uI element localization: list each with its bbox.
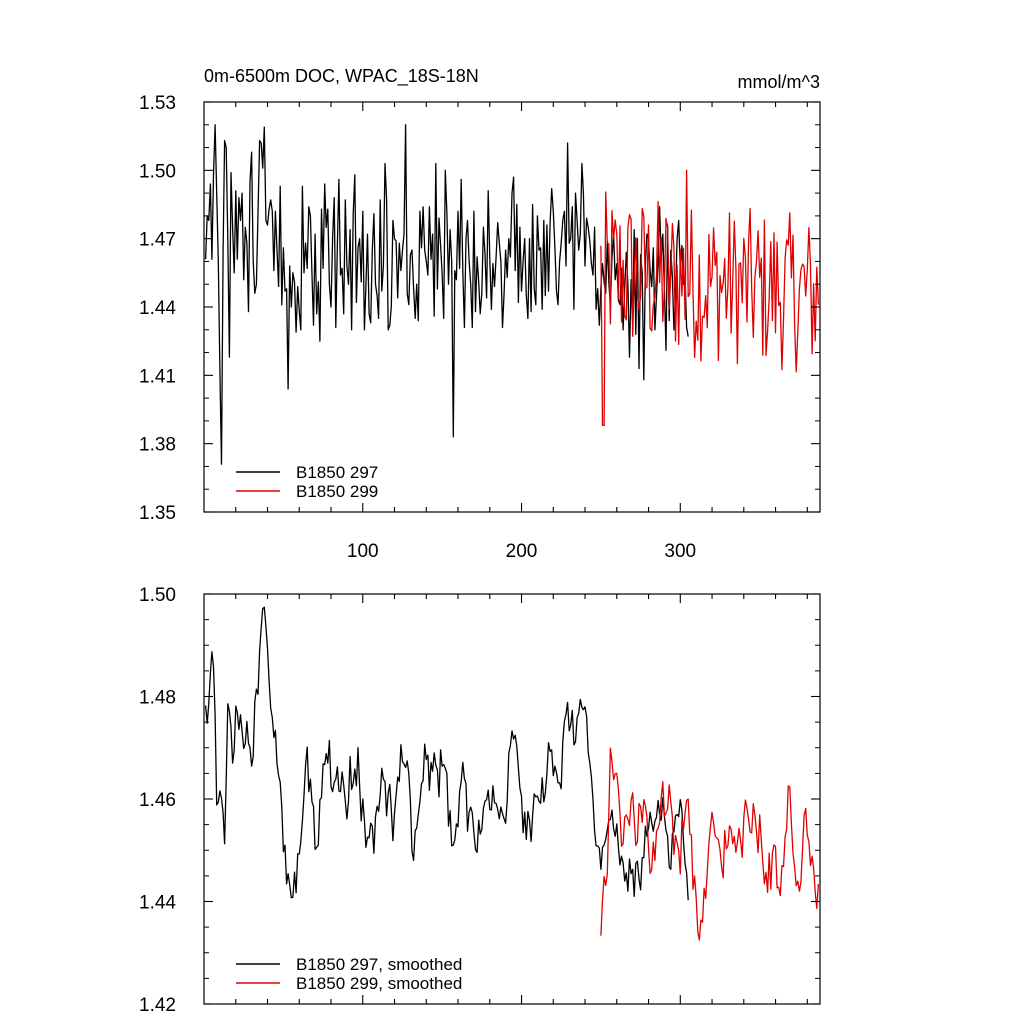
x-tick-label: 100 [347,541,379,562]
bottom-plot-frame [203,593,821,1005]
chart-title: 0m-6500m DOC, WPAC_18S-18N [204,66,479,87]
bottom-series-group [204,606,820,941]
legend-label-299-smoothed: B1850 299, smoothed [296,974,462,993]
y-tick-label: 1.41 [139,366,176,387]
top-series-group [204,124,820,465]
legend-label-299: B1850 299 [296,482,378,501]
series-line-297 [204,124,689,465]
y-tick-label: 1.44 [139,298,176,319]
bottom-axes: 1.42 1.44 1.46 1.48 1.50 [139,585,820,1016]
legend-label-297-smoothed: B1850 297, smoothed [296,955,462,974]
y-tick-label: 1.47 [139,230,176,251]
y-tick-label: 1.35 [139,503,176,524]
top-axes: 1.35 1.38 1.41 1.44 1.47 1.50 1.53 100 200 300 [139,93,820,562]
units-label: mmol/m^3 [738,72,820,92]
bottom-legend: B1850 297, smoothed B1850 299, smoothed [236,955,462,993]
series-line-299 [600,169,820,427]
series-line-299-smoothed [600,747,820,941]
x-tick-label: 300 [664,541,696,562]
top-panel: 0m-6500m DOC, WPAC_18S-18N mmol/m^3 1.35… [139,66,821,562]
y-tick-label: 1.50 [139,161,176,182]
x-tick-label: 200 [506,541,538,562]
y-tick-label: 1.50 [139,585,176,606]
y-tick-label: 1.53 [139,93,176,114]
y-tick-label: 1.38 [139,435,176,456]
y-tick-label: 1.42 [139,995,176,1016]
top-legend: B1850 297 B1850 299 [236,463,378,501]
bottom-panel: 1.42 1.44 1.46 1.48 1.50 B1850 297, smoothed… [139,585,821,1016]
y-tick-label: 1.46 [139,790,176,811]
series-line-297-smoothed [204,606,689,901]
y-tick-label: 1.48 [139,688,176,709]
legend-label-297: B1850 297 [296,463,378,482]
y-tick-label: 1.44 [139,893,176,914]
